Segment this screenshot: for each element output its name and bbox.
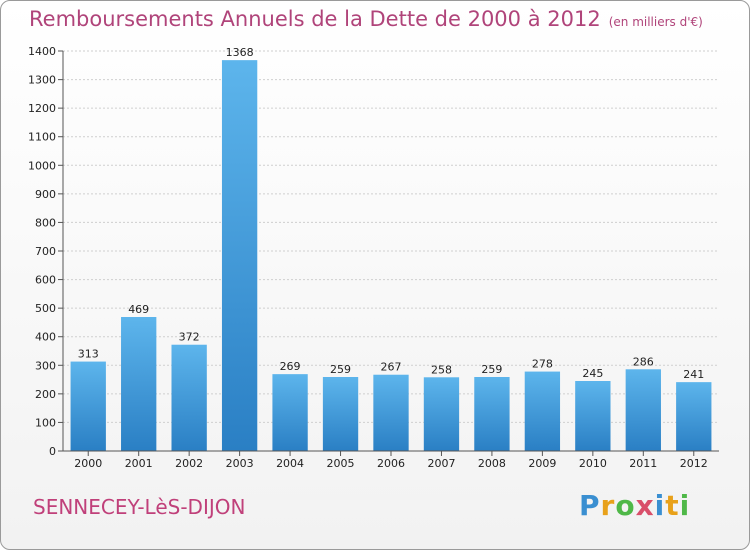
x-tick-label-2010: 2010 bbox=[579, 457, 607, 470]
y-tick-label: 0 bbox=[49, 445, 56, 458]
bar-2012 bbox=[676, 382, 712, 451]
bar-2010 bbox=[575, 381, 611, 451]
chart-title: Remboursements Annuels de la Dette de 20… bbox=[29, 7, 703, 31]
x-tick-label-2003: 2003 bbox=[226, 457, 254, 470]
y-tick-label: 200 bbox=[35, 388, 56, 401]
x-tick-label-2008: 2008 bbox=[478, 457, 506, 470]
x-tick-label-2005: 2005 bbox=[327, 457, 355, 470]
x-tick-label-2007: 2007 bbox=[427, 457, 455, 470]
bar-2004 bbox=[272, 374, 308, 451]
data-label-2001: 469 bbox=[128, 303, 149, 316]
y-tick-label: 1200 bbox=[28, 102, 56, 115]
chart-unit: (en milliers d'€) bbox=[608, 15, 703, 29]
bar-2002 bbox=[171, 344, 207, 451]
y-axis: 0 100 200 300 400 500 600 700 800 900 1000 1100 1200… bbox=[28, 45, 64, 458]
data-label-2004: 269 bbox=[280, 360, 301, 373]
bar-2006 bbox=[373, 374, 409, 451]
bar-2001 bbox=[121, 317, 157, 451]
bar-2008 bbox=[474, 377, 510, 451]
data-label-2011: 286 bbox=[633, 355, 654, 368]
x-tick-label-2001: 2001 bbox=[125, 457, 153, 470]
y-tick-label: 400 bbox=[35, 331, 56, 344]
bar-2000 bbox=[70, 361, 106, 451]
data-label-2003: 1368 bbox=[226, 46, 254, 59]
chart-title-text: Remboursements Annuels de la Dette de 20… bbox=[29, 7, 601, 31]
y-tick-label: 1100 bbox=[28, 131, 56, 144]
bars: 313 469 372 1368 269 259 267 258 259 278 245 286 241 bbox=[70, 46, 712, 452]
data-label-2010: 245 bbox=[582, 367, 603, 380]
x-tick-label-2009: 2009 bbox=[528, 457, 556, 470]
y-tick-label: 1000 bbox=[28, 159, 56, 172]
x-tick-label-2012: 2012 bbox=[680, 457, 708, 470]
bar-2009 bbox=[524, 371, 561, 451]
bar-2007 bbox=[423, 377, 460, 451]
y-tick-label: 900 bbox=[35, 188, 56, 201]
data-label-2007: 258 bbox=[431, 363, 452, 376]
data-label-2006: 267 bbox=[381, 361, 402, 374]
x-tick-label-2011: 2011 bbox=[629, 457, 657, 470]
data-label-2009: 278 bbox=[532, 358, 553, 371]
y-tick-label: 600 bbox=[35, 274, 56, 287]
x-tick-label-2006: 2006 bbox=[377, 457, 405, 470]
y-tick-label: 100 bbox=[35, 416, 56, 429]
y-tick-label: 300 bbox=[35, 359, 56, 372]
data-label-2012: 241 bbox=[683, 368, 704, 381]
bar-2003 bbox=[221, 60, 258, 452]
proxiti-logo: Proxiti bbox=[579, 489, 691, 522]
x-axis: 2000 2001 2002 2003 2004 2005 2006 2007 2008 2009… bbox=[63, 450, 719, 470]
data-label-2002: 372 bbox=[179, 331, 200, 344]
x-tick-label-2002: 2002 bbox=[175, 457, 203, 470]
bar-2005 bbox=[322, 377, 359, 451]
y-tick-label: 1300 bbox=[28, 74, 56, 87]
y-tick-label: 500 bbox=[35, 302, 56, 315]
data-label-2008: 259 bbox=[481, 363, 502, 376]
y-tick-label: 1400 bbox=[28, 45, 56, 58]
data-label-2000: 313 bbox=[78, 348, 99, 361]
y-tick-label: 700 bbox=[35, 245, 56, 258]
x-tick-label-2000: 2000 bbox=[74, 457, 102, 470]
bar-2011 bbox=[625, 369, 661, 451]
y-tick-label: 800 bbox=[35, 216, 56, 229]
commune-name: SENNECEY-LèS-DIJON bbox=[33, 495, 246, 519]
data-label-2005: 259 bbox=[330, 363, 351, 376]
x-tick-label-2004: 2004 bbox=[276, 457, 304, 470]
